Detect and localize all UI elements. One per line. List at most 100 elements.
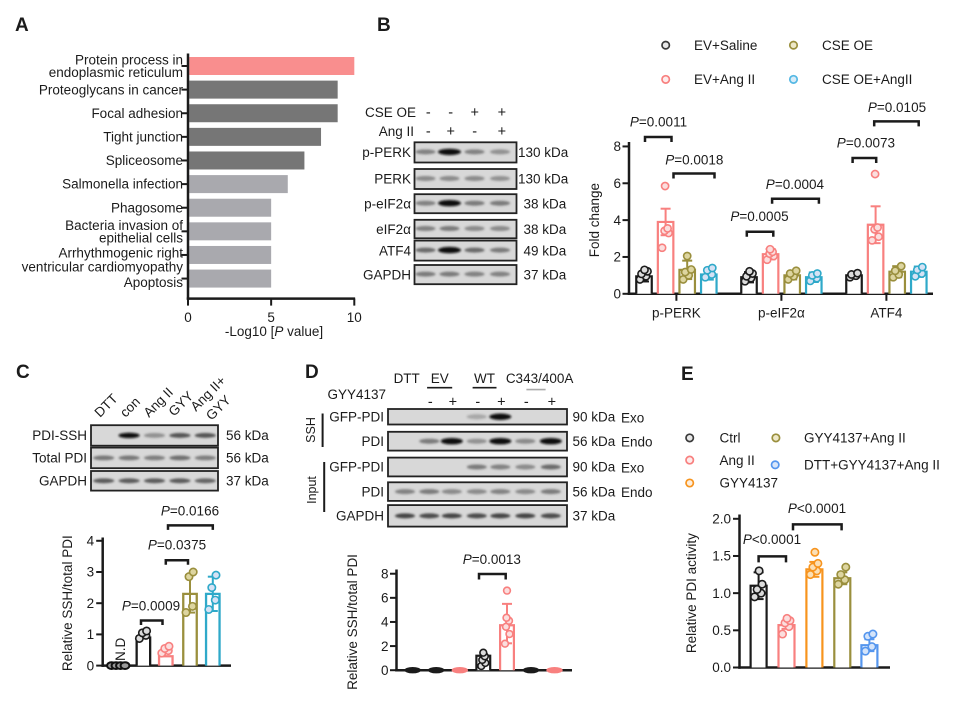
svg-text:endoplasmic reticulum: endoplasmic reticulum xyxy=(49,65,183,80)
svg-text:p-PERK: p-PERK xyxy=(362,145,411,160)
svg-text:GYY4137: GYY4137 xyxy=(720,476,779,491)
svg-text:3: 3 xyxy=(87,565,95,580)
svg-text:+: + xyxy=(548,394,556,410)
svg-text:2: 2 xyxy=(613,250,621,265)
svg-text:P=0.0004: P=0.0004 xyxy=(766,177,825,192)
svg-text:Proteoglycans in cancer: Proteoglycans in cancer xyxy=(39,82,184,97)
svg-text:P=0.0009: P=0.0009 xyxy=(122,598,180,613)
svg-text:Endo: Endo xyxy=(621,435,653,450)
svg-text:epithelial cells: epithelial cells xyxy=(99,230,183,245)
svg-text:Salmonella infection: Salmonella infection xyxy=(62,177,183,192)
svg-text:-: - xyxy=(426,105,431,121)
svg-text:CSE OE+AngII: CSE OE+AngII xyxy=(822,72,912,87)
svg-text:P=0.0166: P=0.0166 xyxy=(161,504,219,519)
svg-text:90 kDa: 90 kDa xyxy=(573,460,616,475)
svg-text:P=0.0375: P=0.0375 xyxy=(148,538,206,553)
svg-text:GFP-PDI: GFP-PDI xyxy=(329,460,384,475)
svg-text:-: - xyxy=(475,394,480,410)
svg-text:-: - xyxy=(428,394,433,410)
svg-text:Exo: Exo xyxy=(621,461,644,476)
svg-text:56 kDa: 56 kDa xyxy=(573,434,616,449)
svg-text:130 kDa: 130 kDa xyxy=(518,145,569,160)
svg-text:P=0.0011: P=0.0011 xyxy=(630,114,687,129)
svg-text:37 kDa: 37 kDa xyxy=(226,474,269,489)
svg-text:-: - xyxy=(472,124,477,140)
svg-text:1.0: 1.0 xyxy=(712,586,731,601)
svg-text:0.5: 0.5 xyxy=(712,623,731,638)
svg-text:4: 4 xyxy=(381,615,389,630)
svg-text:0: 0 xyxy=(613,287,621,302)
svg-text:GYY4137+Ang II: GYY4137+Ang II xyxy=(804,431,906,446)
svg-text:p-eIF2α: p-eIF2α xyxy=(758,306,805,321)
svg-text:Tight junction: Tight junction xyxy=(103,130,183,145)
svg-text:0.0: 0.0 xyxy=(712,660,731,675)
svg-text:GAPDH: GAPDH xyxy=(363,267,411,282)
svg-text:C: C xyxy=(16,362,30,383)
svg-text:+: + xyxy=(497,394,505,410)
svg-text:2: 2 xyxy=(87,596,95,611)
svg-text:8: 8 xyxy=(613,139,621,154)
svg-text:D: D xyxy=(305,362,319,383)
svg-text:+: + xyxy=(498,124,506,140)
svg-text:Arrhythmogenic right: Arrhythmogenic right xyxy=(58,245,183,260)
svg-text:10: 10 xyxy=(347,310,362,325)
svg-text:PDI: PDI xyxy=(361,484,384,499)
svg-text:GAPDH: GAPDH xyxy=(39,474,87,489)
svg-text:+: + xyxy=(449,394,457,410)
svg-text:GYY4137: GYY4137 xyxy=(327,387,386,402)
svg-text:C343/400A: C343/400A xyxy=(506,371,574,386)
svg-text:p-eIF2α: p-eIF2α xyxy=(364,196,411,211)
svg-text:Fold change: Fold change xyxy=(587,183,602,257)
svg-text:P<0.0001: P<0.0001 xyxy=(788,501,846,516)
svg-text:DTT: DTT xyxy=(394,371,420,386)
svg-text:2: 2 xyxy=(381,639,389,654)
svg-text:38 kDa: 38 kDa xyxy=(524,222,567,237)
svg-text:8: 8 xyxy=(381,566,389,581)
svg-text:GFP-PDI: GFP-PDI xyxy=(329,409,384,424)
svg-text:ventricular cardiomyopathy: ventricular cardiomyopathy xyxy=(22,259,184,274)
svg-text:Endo: Endo xyxy=(621,485,653,500)
svg-text:DTT+GYY4137+Ang II: DTT+GYY4137+Ang II xyxy=(804,458,940,473)
svg-text:Total PDI: Total PDI xyxy=(32,451,87,466)
svg-text:49 kDa: 49 kDa xyxy=(524,243,567,258)
svg-text:EV: EV xyxy=(431,371,449,386)
svg-text:Relative SSH/total PDI: Relative SSH/total PDI xyxy=(60,535,75,671)
svg-text:ATF4: ATF4 xyxy=(379,243,411,258)
svg-text:6: 6 xyxy=(381,591,389,606)
svg-text:56 kDa: 56 kDa xyxy=(573,484,616,499)
svg-text:+: + xyxy=(498,105,506,121)
svg-text:P=0.0105: P=0.0105 xyxy=(868,100,926,115)
svg-text:-: - xyxy=(426,124,431,140)
svg-text:A: A xyxy=(15,15,29,36)
svg-text:P=0.0005: P=0.0005 xyxy=(730,209,788,224)
svg-text:0: 0 xyxy=(87,658,95,673)
svg-text:N.D: N.D xyxy=(113,638,128,662)
svg-text:Phagosome: Phagosome xyxy=(111,200,183,215)
svg-text:Spliceosome: Spliceosome xyxy=(106,153,183,168)
svg-text:Exo: Exo xyxy=(621,410,644,425)
svg-text:PDI-SSH: PDI-SSH xyxy=(32,428,87,443)
svg-text:Input: Input xyxy=(305,476,319,504)
svg-text:Protein process in: Protein process in xyxy=(75,53,183,68)
svg-text:SSH: SSH xyxy=(304,417,318,443)
svg-text:37 kDa: 37 kDa xyxy=(573,509,616,524)
svg-text:Apoptosis: Apoptosis xyxy=(124,275,184,290)
svg-text:ATF4: ATF4 xyxy=(870,306,902,321)
svg-text:E: E xyxy=(681,364,694,385)
svg-text:0: 0 xyxy=(184,310,192,325)
svg-text:37 kDa: 37 kDa xyxy=(524,267,567,282)
svg-text:PERK: PERK xyxy=(374,172,411,187)
svg-text:CSE OE: CSE OE xyxy=(365,105,416,120)
svg-text:Bacteria invasion of: Bacteria invasion of xyxy=(65,218,183,233)
svg-text:Relative PDI activity: Relative PDI activity xyxy=(684,533,699,653)
svg-text:-: - xyxy=(524,394,529,410)
svg-text:56 kDa: 56 kDa xyxy=(226,428,269,443)
svg-text:1.5: 1.5 xyxy=(712,549,731,564)
svg-text:Ctrl: Ctrl xyxy=(720,431,741,446)
svg-text:EV+Ang II: EV+Ang II xyxy=(694,72,755,87)
svg-text:1: 1 xyxy=(87,627,95,642)
svg-text:EV+Saline: EV+Saline xyxy=(694,38,757,53)
svg-text:Ang II: Ang II xyxy=(379,124,414,139)
svg-text:CSE OE: CSE OE xyxy=(822,38,873,53)
svg-text:P=0.0018: P=0.0018 xyxy=(665,152,723,167)
